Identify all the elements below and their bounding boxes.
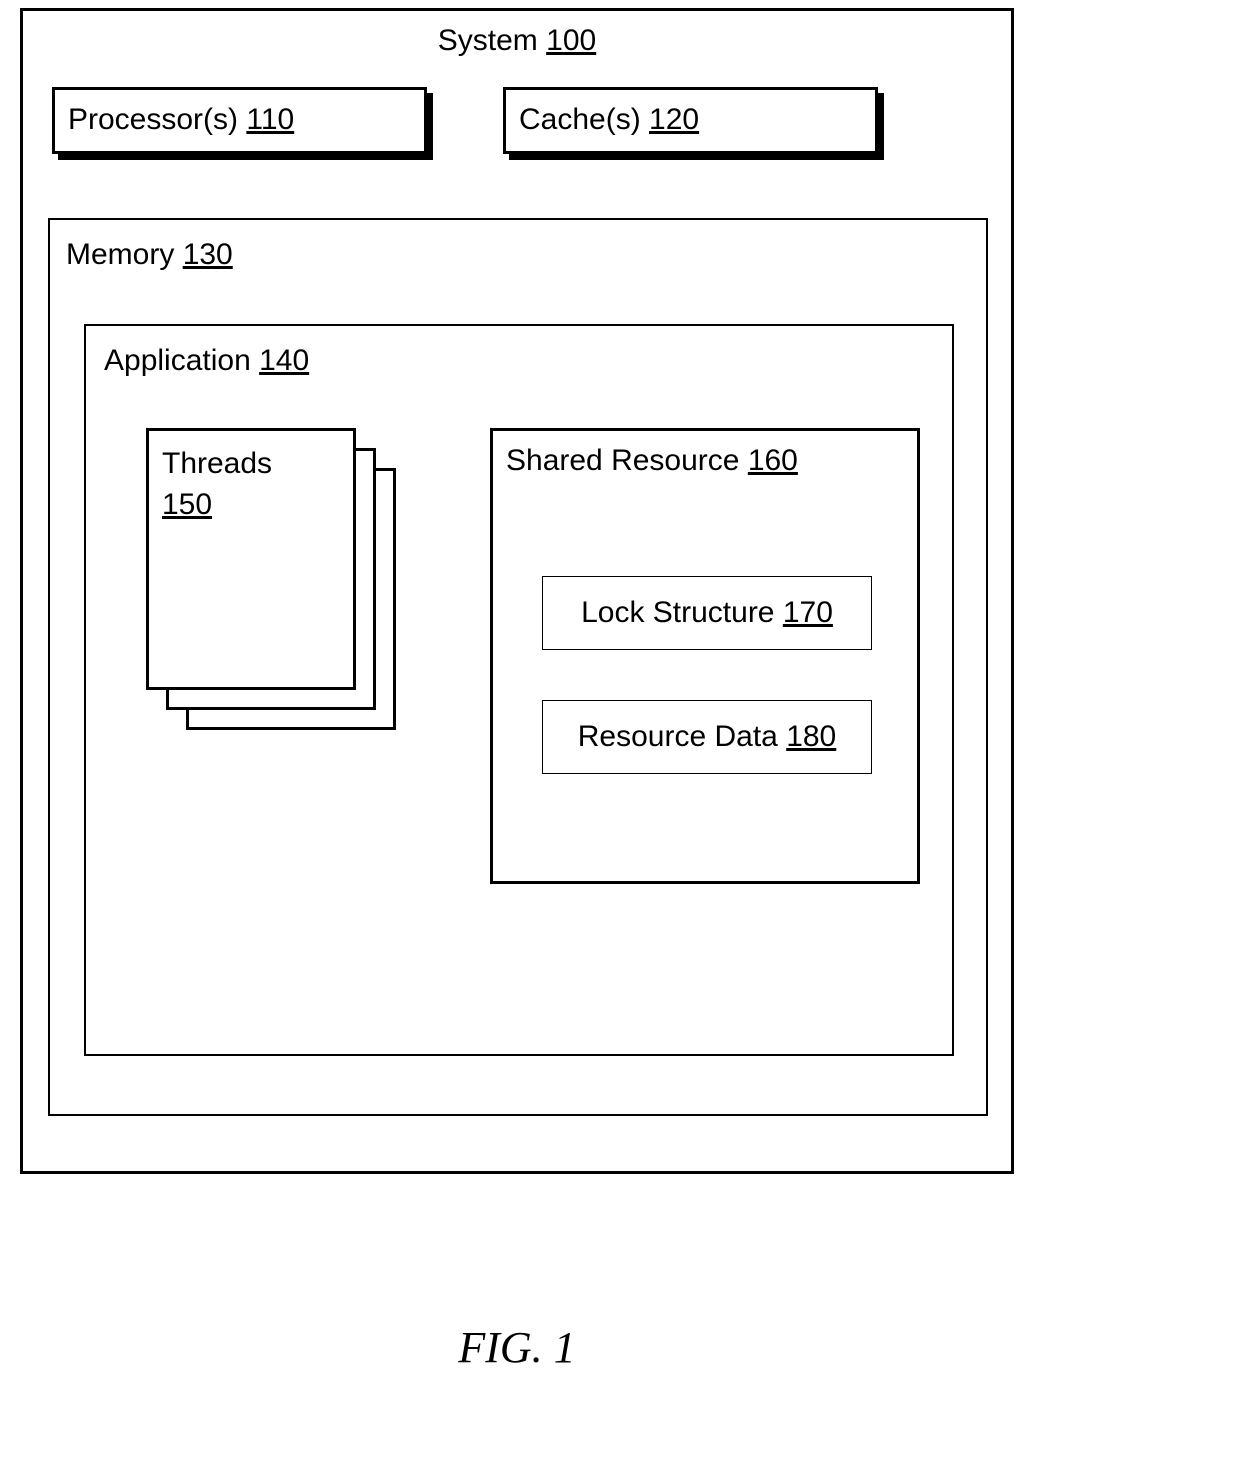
figure-caption-prefix: FIG. [458, 1323, 553, 1372]
figure-caption: FIG. 1 [0, 1322, 1034, 1373]
lock-structure-ref: 170 [783, 596, 833, 629]
system-label-text: System [438, 24, 546, 57]
caches-label: Cache(s) 120 [519, 103, 699, 137]
threads-ref: 150 [162, 488, 212, 521]
memory-ref: 130 [183, 238, 233, 271]
resource-data-ref: 180 [786, 720, 836, 753]
resource-data-label: Resource Data 180 [542, 720, 872, 754]
lock-structure-label-text: Lock Structure [581, 596, 783, 629]
processors-ref: 110 [246, 103, 294, 136]
application-label: Application 140 [104, 344, 309, 378]
system-label: System 100 [0, 24, 1034, 58]
resource-data-label-text: Resource Data [578, 720, 786, 753]
shared-resource-label-text: Shared Resource [506, 444, 748, 477]
caches-ref: 120 [649, 103, 699, 136]
memory-label: Memory 130 [66, 238, 233, 272]
figure-caption-number: 1 [554, 1323, 576, 1372]
shared-resource-box [490, 428, 920, 884]
shared-resource-label: Shared Resource 160 [506, 444, 798, 478]
application-ref: 140 [259, 344, 309, 377]
figure-canvas: System 100 Processor(s) 110 Cache(s) 120… [0, 0, 1240, 1475]
shared-resource-ref: 160 [748, 444, 798, 477]
threads-label: Threads 150 [162, 444, 272, 525]
threads-label-text: Threads [162, 447, 272, 480]
caches-label-text: Cache(s) [519, 103, 649, 136]
lock-structure-label: Lock Structure 170 [542, 596, 872, 630]
memory-label-text: Memory [66, 238, 183, 271]
processors-label: Processor(s) 110 [68, 103, 294, 137]
application-label-text: Application [104, 344, 259, 377]
system-ref: 100 [546, 24, 596, 57]
processors-label-text: Processor(s) [68, 103, 246, 136]
